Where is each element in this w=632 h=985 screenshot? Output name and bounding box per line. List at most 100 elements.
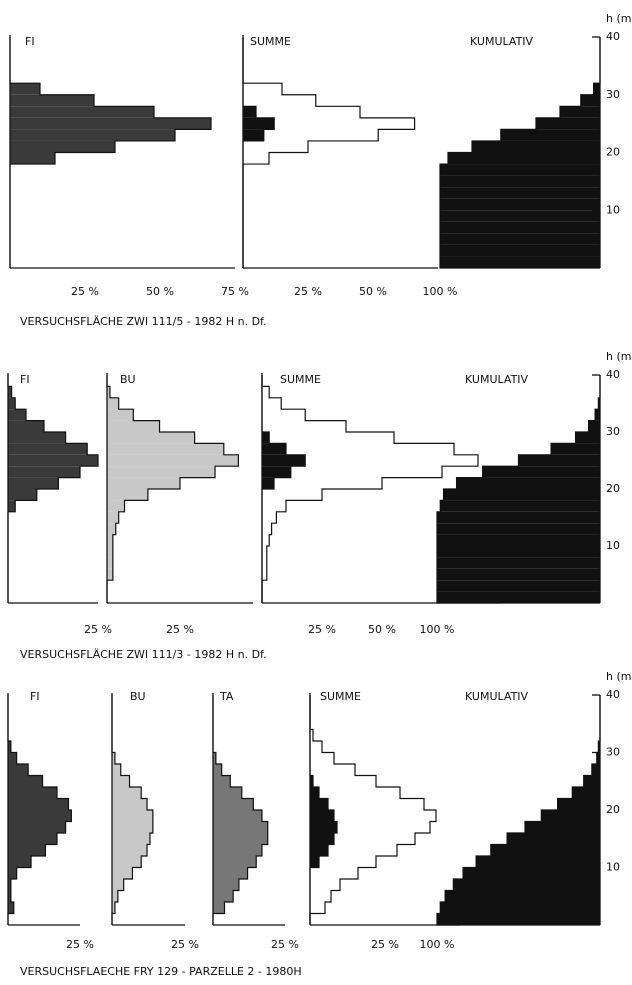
- bar: [560, 106, 600, 118]
- subplot-title: SUMME: [250, 35, 291, 48]
- bar: [8, 454, 98, 467]
- bar: [243, 106, 256, 118]
- outline: [309, 695, 437, 925]
- y-tick-label: 20: [606, 146, 620, 159]
- bar: [107, 454, 239, 467]
- x-tick-label: 50 %: [368, 623, 396, 636]
- outline: [436, 375, 601, 604]
- y-tick-label: 10: [606, 861, 620, 874]
- bar: [310, 844, 397, 856]
- bar: [557, 798, 600, 810]
- bar: [8, 775, 43, 787]
- bar: [440, 500, 600, 512]
- x-tick-label: 25 %: [166, 623, 194, 636]
- x-tick-label: 25 %: [294, 285, 322, 298]
- bar: [107, 432, 195, 444]
- bar: [112, 821, 153, 833]
- outline: [439, 37, 601, 269]
- bar: [10, 117, 211, 130]
- bar: [262, 466, 442, 478]
- y-tick-label: 20: [606, 803, 620, 816]
- bar: [107, 420, 160, 432]
- bar: [8, 787, 57, 799]
- bar: [591, 764, 600, 776]
- bar: [8, 477, 59, 489]
- bar: [440, 175, 600, 188]
- bar: [507, 833, 600, 845]
- bar: [443, 489, 600, 501]
- bar: [8, 752, 17, 764]
- bar: [310, 729, 313, 741]
- bar: [440, 164, 600, 176]
- bar: [310, 775, 313, 787]
- bar: [262, 443, 454, 455]
- bar: [107, 466, 216, 478]
- bar: [8, 386, 12, 398]
- bar: [107, 397, 119, 410]
- subplot-title: SUMME: [320, 690, 361, 703]
- bar: [518, 454, 600, 467]
- bar: [262, 477, 382, 489]
- subplot-title: BU: [130, 690, 146, 703]
- bar: [243, 117, 275, 130]
- y-tick-label: 20: [606, 482, 620, 495]
- bar: [243, 129, 379, 141]
- subplot-title: BU: [120, 373, 136, 386]
- x-tick-label: 100 %: [420, 623, 455, 636]
- bar: [8, 879, 11, 891]
- bar: [107, 386, 110, 398]
- bar: [107, 489, 148, 501]
- bar: [10, 152, 55, 165]
- bar: [575, 432, 600, 444]
- bar: [10, 83, 40, 95]
- bar: [8, 466, 80, 478]
- bar: [572, 787, 600, 799]
- bar: [243, 94, 316, 107]
- bar: [243, 106, 360, 118]
- bar: [482, 466, 600, 478]
- outline: [7, 695, 72, 925]
- bar: [8, 833, 57, 845]
- bar: [262, 466, 291, 478]
- bar: [595, 409, 600, 421]
- bar: [448, 152, 600, 165]
- subplot-title: SUMME: [280, 373, 321, 386]
- bar: [107, 534, 113, 546]
- bar: [112, 764, 121, 776]
- bar: [8, 741, 11, 753]
- bar: [262, 546, 267, 558]
- y-axis-label: h (m): [606, 350, 632, 363]
- bar: [551, 443, 600, 455]
- bar: [262, 454, 478, 467]
- bar: [10, 129, 175, 141]
- bar: [107, 557, 113, 569]
- bar: [8, 902, 14, 914]
- bar: [213, 798, 254, 810]
- bar: [107, 511, 119, 524]
- x-tick-label: 100 %: [420, 938, 455, 951]
- bar: [243, 152, 269, 165]
- bar: [262, 489, 322, 501]
- bar: [213, 902, 225, 914]
- bar: [107, 477, 180, 489]
- bar: [440, 221, 600, 234]
- bar: [112, 856, 142, 868]
- bar: [8, 856, 32, 868]
- bar: [10, 94, 94, 107]
- bar: [445, 890, 600, 902]
- bar: [262, 432, 270, 444]
- bar: [262, 534, 270, 546]
- bar: [310, 844, 328, 856]
- bar: [112, 787, 142, 799]
- bar: [440, 256, 600, 268]
- x-tick-label: 25 %: [371, 938, 399, 951]
- bar: [588, 420, 600, 432]
- bar: [437, 511, 600, 524]
- y-tick-label: 40: [606, 688, 620, 701]
- bar: [8, 890, 11, 902]
- bar: [310, 821, 430, 833]
- bar: [437, 580, 600, 592]
- outline: [436, 695, 601, 926]
- bar: [262, 523, 272, 535]
